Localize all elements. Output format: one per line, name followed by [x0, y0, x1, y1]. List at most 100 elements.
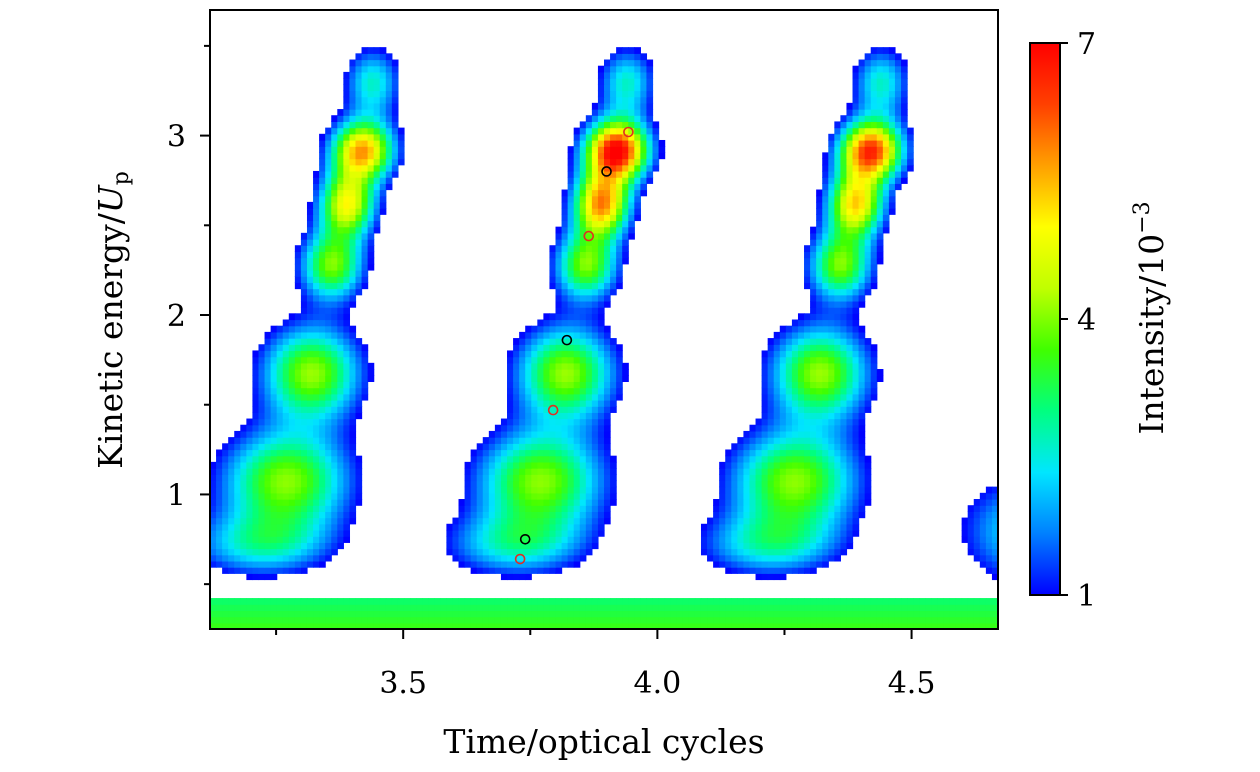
heatmap-cell	[888, 96, 896, 104]
heatmap-cell	[313, 263, 320, 271]
heatmap-cell	[391, 152, 399, 160]
heatmap-cell	[846, 269, 854, 277]
heatmap-cell	[761, 604, 769, 612]
heatmap-cell	[573, 245, 581, 253]
heatmap-cell	[391, 121, 399, 129]
heatmap-cell	[719, 511, 726, 519]
heatmap-cell	[840, 127, 848, 135]
heatmap-cell	[870, 369, 878, 376]
heatmap-cell	[294, 529, 302, 537]
heatmap-cell	[846, 220, 854, 228]
heatmap-cell	[337, 220, 344, 228]
heatmap-cell	[810, 375, 817, 382]
heatmap-cell	[604, 468, 611, 475]
heatmap-cell	[604, 232, 611, 240]
heatmap-cell	[604, 251, 611, 259]
heatmap-cell	[507, 406, 514, 413]
heatmap-cell	[810, 542, 817, 550]
heatmap-cell	[519, 399, 526, 407]
heatmap-cell	[979, 523, 987, 531]
heatmap-cell	[828, 369, 835, 376]
heatmap-cell	[349, 437, 357, 444]
heatmap-cell	[852, 208, 860, 215]
heatmap-cell	[646, 102, 654, 110]
heatmap-cell	[634, 53, 641, 61]
heatmap-cell	[967, 604, 975, 612]
heatmap-cell	[464, 461, 472, 469]
heatmap-cell	[604, 430, 611, 438]
heatmap-cell	[288, 560, 296, 568]
heatmap-cell	[579, 598, 587, 605]
heatmap-cell	[579, 239, 587, 246]
heatmap-cell	[785, 511, 793, 519]
heatmap-cell	[858, 127, 866, 135]
heatmap-cell	[282, 523, 290, 531]
heatmap-cell	[567, 554, 575, 562]
heatmap-cell	[343, 220, 351, 228]
heatmap-cell	[822, 523, 829, 531]
heatmap-cell	[507, 437, 514, 444]
heatmap-cell	[725, 511, 732, 519]
heatmap-cell	[440, 598, 447, 605]
heatmap-cell	[967, 542, 975, 550]
heatmap-cell	[228, 542, 235, 550]
heatmap-cell	[500, 598, 508, 605]
heatmap-cell	[549, 499, 557, 506]
heatmap-cell	[864, 59, 872, 67]
heatmap-cell	[258, 356, 266, 364]
heatmap-cell	[567, 468, 575, 475]
heatmap-cell	[870, 214, 878, 222]
heatmap-cell	[391, 133, 399, 141]
heatmap-cell	[846, 170, 854, 178]
heatmap-cell	[331, 430, 338, 438]
heatmap-cell	[343, 437, 351, 444]
heatmap-cell	[355, 492, 363, 500]
heatmap-cell	[513, 511, 520, 519]
heatmap-cell	[610, 381, 617, 389]
heatmap-cell	[767, 344, 775, 352]
heatmap-cell	[604, 183, 611, 191]
heatmap-cell	[804, 474, 811, 482]
heatmap-cell	[749, 492, 757, 500]
heatmap-cell	[846, 362, 854, 370]
heatmap-cell	[325, 195, 332, 203]
heatmap-cell	[779, 406, 787, 413]
heatmap-cell	[300, 616, 308, 624]
heatmap-cell	[573, 622, 581, 629]
heatmap-cell	[537, 362, 544, 370]
heatmap-cell	[337, 195, 344, 203]
heatmap-cell	[270, 560, 278, 568]
heatmap-cell	[597, 369, 605, 376]
heatmap-cell	[797, 554, 805, 562]
heatmap-cell	[543, 344, 551, 352]
heatmap-cell	[234, 560, 241, 568]
heatmap-cell	[858, 369, 866, 376]
heatmap-cell	[379, 47, 387, 54]
heatmap-cell	[361, 183, 369, 191]
heatmap-cell	[355, 399, 363, 407]
heatmap-cell	[313, 443, 320, 451]
heatmap-cell	[349, 598, 357, 605]
heatmap-cell	[864, 201, 872, 209]
heatmap-cell	[731, 529, 738, 537]
heatmap-cell	[319, 177, 326, 184]
heatmap-cell	[549, 356, 557, 364]
heatmap-cell	[591, 331, 599, 339]
heatmap-cell	[743, 486, 751, 494]
heatmap-cell	[325, 164, 332, 172]
heatmap-cell	[367, 257, 375, 265]
heatmap-cell	[749, 437, 757, 444]
heatmap-cell	[870, 604, 878, 612]
heatmap-cell	[373, 121, 381, 129]
heatmap-cell	[313, 245, 320, 253]
heatmap-cell	[325, 616, 332, 624]
heatmap-cell	[567, 288, 575, 296]
heatmap-cell	[622, 208, 629, 215]
heatmap-cell	[852, 158, 860, 166]
heatmap-cell	[846, 536, 854, 543]
heatmap-cell	[228, 480, 235, 488]
heatmap-cell	[828, 338, 835, 345]
heatmap-cell	[319, 232, 326, 240]
heatmap-cell	[343, 350, 351, 358]
heatmap-cell	[810, 338, 817, 345]
